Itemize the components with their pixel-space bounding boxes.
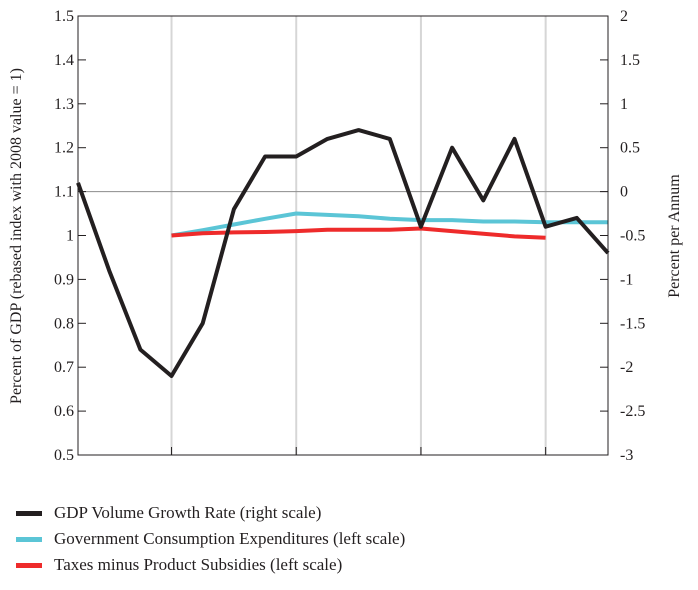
legend-item: Taxes minus Product Subsidies (left scal… bbox=[16, 552, 405, 578]
left-tick-label: 1.2 bbox=[54, 140, 74, 157]
left-tick-label: 0.9 bbox=[54, 271, 74, 288]
right-tick-label: -1 bbox=[620, 271, 633, 288]
left-tick-label: 0.7 bbox=[54, 359, 74, 376]
legend-item: GDP Volume Growth Rate (right scale) bbox=[16, 500, 405, 526]
x-tick-label: 2010 bbox=[405, 468, 437, 470]
left-tick-label: 0.6 bbox=[54, 403, 74, 420]
legend-label-taxes: Taxes minus Product Subsidies (left scal… bbox=[54, 555, 343, 574]
left-tick-label: 1.5 bbox=[54, 8, 74, 25]
right-tick-label: 1.5 bbox=[620, 52, 640, 69]
legend: GDP Volume Growth Rate (right scale) Gov… bbox=[16, 500, 405, 578]
legend-swatch-taxes bbox=[16, 562, 42, 568]
legend-label-gdp: GDP Volume Growth Rate (right scale) bbox=[54, 503, 322, 522]
right-tick-label: 2 bbox=[620, 8, 628, 25]
series-line-taxes-minus-subsidies bbox=[171, 226, 546, 240]
right-tick-label: -2.5 bbox=[620, 403, 645, 420]
x-tick-label: 2008 bbox=[156, 468, 188, 470]
series-lines bbox=[76, 128, 610, 378]
right-tick-label: 0 bbox=[620, 184, 628, 201]
left-tick-label: 1.1 bbox=[54, 184, 74, 201]
left-tick-label: 1 bbox=[66, 228, 74, 245]
legend-item: Government Consumption Expenditures (lef… bbox=[16, 526, 405, 552]
right-tick-label: -3 bbox=[620, 447, 633, 464]
grid bbox=[78, 16, 608, 455]
x-tick-label: 2011 bbox=[530, 468, 561, 470]
left-tick-label: 1.4 bbox=[54, 52, 74, 69]
line-chart: 2008 2009 2010 2011 0.5 0.6 0.7 0.8 0.9 1 1.1 1.2 1.… bbox=[8, 8, 683, 470]
legend-swatch-gdp bbox=[16, 510, 42, 516]
left-tick-label: 1.3 bbox=[54, 96, 74, 113]
x-tick-label: 2009 bbox=[280, 468, 312, 470]
right-tick-label: -0.5 bbox=[620, 228, 645, 245]
legend-swatch-government bbox=[16, 536, 42, 542]
right-tick-label: 1 bbox=[620, 96, 628, 113]
right-tick-label: -1.5 bbox=[620, 315, 645, 332]
right-axis-title: Percent per Annum bbox=[666, 174, 683, 298]
series-line-government-consumption bbox=[171, 211, 608, 238]
left-tick-label: 0.8 bbox=[54, 315, 74, 332]
series-line-gdp-growth bbox=[76, 128, 610, 378]
left-tick-label: 0.5 bbox=[54, 447, 74, 464]
axis-ticks: 2008 2009 2010 2011 0.5 0.6 0.7 0.8 0.9 1 1.1 1.2 1.… bbox=[54, 8, 645, 470]
right-tick-label: 0.5 bbox=[620, 140, 640, 157]
left-axis-title: Percent of GDP (rebased index with 2008 … bbox=[8, 68, 25, 404]
legend-label-government: Government Consumption Expenditures (lef… bbox=[54, 529, 406, 548]
right-tick-label: -2 bbox=[620, 359, 633, 376]
